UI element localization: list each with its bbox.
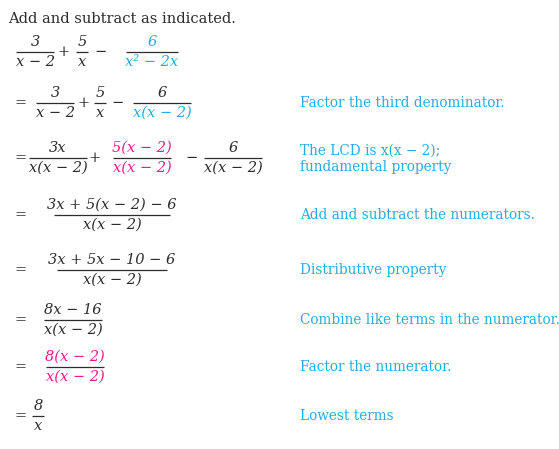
Text: x(x − 2): x(x − 2) (29, 161, 87, 175)
Text: x: x (78, 55, 86, 69)
Text: x: x (34, 419, 42, 433)
Text: 3x + 5(x − 2) − 6: 3x + 5(x − 2) − 6 (48, 198, 177, 212)
Text: Distributive property: Distributive property (300, 263, 447, 277)
Text: 8(x − 2): 8(x − 2) (45, 350, 105, 364)
Text: 6: 6 (158, 86, 167, 100)
Text: Combine like terms in the numerator.: Combine like terms in the numerator. (300, 313, 559, 327)
Text: x: x (96, 106, 104, 120)
Text: x² − 2x: x² − 2x (125, 55, 178, 69)
Text: =: = (14, 96, 26, 110)
Text: 5(x − 2): 5(x − 2) (112, 141, 172, 155)
Text: Lowest terms: Lowest terms (300, 409, 394, 423)
Text: 3x: 3x (49, 141, 67, 155)
Text: x(x − 2): x(x − 2) (132, 106, 191, 120)
Text: 5: 5 (77, 35, 87, 49)
Text: x(x − 2): x(x − 2) (46, 370, 105, 384)
Text: 6: 6 (229, 141, 238, 155)
Text: Add and subtract the numerators.: Add and subtract the numerators. (300, 208, 535, 222)
Text: +: + (78, 96, 90, 110)
Text: x(x − 2): x(x − 2) (203, 161, 262, 175)
Text: =: = (14, 360, 26, 374)
Text: fundamental property: fundamental property (300, 160, 451, 174)
Text: =: = (14, 151, 26, 165)
Text: Factor the third denominator.: Factor the third denominator. (300, 96, 505, 110)
Text: x(x − 2): x(x − 2) (83, 273, 141, 287)
Text: =: = (14, 208, 26, 222)
Text: +: + (89, 151, 101, 165)
Text: x(x − 2): x(x − 2) (44, 323, 102, 337)
Text: The LCD is x(x − 2);: The LCD is x(x − 2); (300, 144, 440, 158)
Text: =: = (14, 313, 26, 327)
Text: Factor the numerator.: Factor the numerator. (300, 360, 451, 374)
Text: 6: 6 (148, 35, 157, 49)
Text: 8x − 16: 8x − 16 (44, 303, 102, 317)
Text: 3: 3 (50, 86, 60, 100)
Text: x − 2: x − 2 (36, 106, 74, 120)
Text: x − 2: x − 2 (16, 55, 54, 69)
Text: =: = (14, 409, 26, 423)
Text: 3x + 5x − 10 − 6: 3x + 5x − 10 − 6 (49, 253, 176, 267)
Text: x(x − 2): x(x − 2) (83, 218, 141, 232)
Text: −: − (186, 151, 198, 165)
Text: 5: 5 (96, 86, 105, 100)
Text: x(x − 2): x(x − 2) (112, 161, 172, 175)
Text: 3: 3 (30, 35, 40, 49)
Text: Add and subtract as indicated.: Add and subtract as indicated. (8, 12, 236, 26)
Text: +: + (58, 45, 70, 59)
Text: =: = (14, 263, 26, 277)
Text: 8: 8 (34, 399, 42, 413)
Text: −: − (95, 45, 107, 59)
Text: −: − (112, 96, 124, 110)
